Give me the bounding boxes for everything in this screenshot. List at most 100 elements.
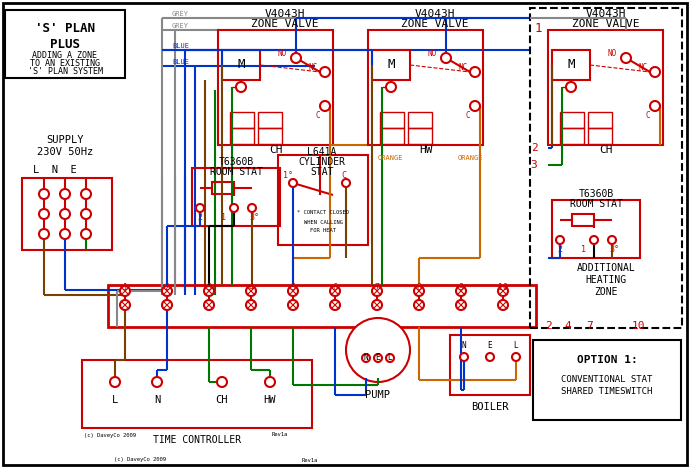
Circle shape [162, 286, 172, 296]
Circle shape [512, 353, 520, 361]
Circle shape [81, 229, 91, 239]
Text: 'S' PLAN: 'S' PLAN [35, 22, 95, 35]
Text: N: N [462, 341, 466, 350]
Bar [222, 50, 260, 80]
Circle shape [330, 300, 340, 310]
Text: * CONTACT CLOSED: * CONTACT CLOSED [297, 211, 349, 215]
Text: HW: HW [264, 395, 276, 405]
Circle shape [152, 377, 162, 387]
Text: L: L [112, 395, 118, 405]
Bar [380, 128, 404, 144]
Circle shape [456, 300, 466, 310]
Text: C: C [466, 111, 471, 120]
Text: ADDING A ZONE: ADDING A ZONE [32, 51, 97, 60]
Text: HEATING: HEATING [585, 275, 627, 285]
Circle shape [196, 204, 204, 212]
Circle shape [330, 286, 340, 296]
Text: NC: NC [308, 64, 317, 73]
Circle shape [248, 204, 256, 212]
Text: 4: 4 [248, 284, 253, 292]
Text: TIME CONTROLLER: TIME CONTROLLER [153, 435, 241, 445]
Circle shape [362, 354, 370, 362]
Text: M: M [387, 58, 395, 72]
Text: E: E [375, 353, 380, 363]
Circle shape [342, 179, 350, 187]
Text: CH: CH [269, 145, 283, 155]
Text: 5: 5 [290, 284, 295, 292]
Bar [82, 360, 312, 428]
Circle shape [608, 236, 616, 244]
Bar [572, 214, 594, 226]
Circle shape [320, 101, 330, 111]
Circle shape [204, 286, 214, 296]
Text: C: C [342, 170, 346, 180]
Bar [258, 128, 282, 144]
Text: ROOM STAT: ROOM STAT [569, 199, 622, 209]
Text: (c) DaveyCo 2009: (c) DaveyCo 2009 [84, 432, 136, 438]
Circle shape [456, 286, 466, 296]
Text: ZONE VALVE: ZONE VALVE [402, 19, 469, 29]
Circle shape [498, 300, 508, 310]
Bar [368, 30, 483, 145]
Bar [230, 112, 254, 128]
Text: 1: 1 [580, 246, 586, 255]
Text: BOILER: BOILER [471, 402, 509, 412]
Circle shape [372, 286, 382, 296]
Text: CH: CH [599, 145, 613, 155]
Circle shape [120, 300, 130, 310]
Text: ZONE VALVE: ZONE VALVE [251, 19, 319, 29]
Text: GREY: GREY [172, 11, 189, 17]
Bar [258, 112, 282, 128]
Bar [588, 128, 612, 144]
Bar [218, 30, 333, 145]
Circle shape [120, 286, 130, 296]
Circle shape [60, 189, 70, 199]
Text: N: N [154, 395, 160, 405]
Text: 2: 2 [531, 143, 538, 153]
Bar [408, 112, 432, 128]
Text: ORANGE: ORANGE [377, 155, 403, 161]
Bar [530, 8, 682, 328]
Text: C: C [646, 111, 650, 120]
Circle shape [460, 353, 468, 361]
Bar [533, 340, 681, 420]
Circle shape [162, 300, 172, 310]
Bar [552, 200, 640, 258]
Circle shape [486, 353, 494, 361]
Bar [192, 168, 280, 226]
Circle shape [346, 318, 410, 382]
Text: 3: 3 [531, 160, 538, 170]
Bar [230, 128, 254, 144]
Circle shape [556, 236, 564, 244]
Circle shape [566, 82, 576, 92]
Circle shape [291, 53, 301, 63]
Bar [372, 50, 410, 80]
Text: V4043H: V4043H [415, 9, 455, 19]
Bar [560, 128, 584, 144]
Circle shape [81, 209, 91, 219]
Text: NC: NC [638, 64, 648, 73]
Text: Rev1a: Rev1a [272, 432, 288, 438]
Text: ROOM STAT: ROOM STAT [210, 167, 262, 177]
Text: NO: NO [607, 50, 617, 58]
Text: ADDITIONAL: ADDITIONAL [577, 263, 635, 273]
Circle shape [470, 67, 480, 77]
Text: 6: 6 [333, 284, 337, 292]
Circle shape [621, 53, 631, 63]
Text: 2: 2 [164, 284, 170, 292]
Text: PLUS: PLUS [50, 37, 80, 51]
Circle shape [230, 204, 238, 212]
Text: C: C [316, 111, 320, 120]
Text: 1°: 1° [283, 170, 293, 180]
Bar [278, 155, 368, 245]
Text: 7: 7 [375, 284, 380, 292]
Circle shape [441, 53, 451, 63]
Circle shape [246, 300, 256, 310]
Text: OPTION 1:: OPTION 1: [577, 355, 638, 365]
Text: BLUE: BLUE [172, 43, 189, 49]
Bar [408, 128, 432, 144]
Text: 'S' PLAN SYSTEM: 'S' PLAN SYSTEM [28, 67, 103, 76]
Text: 2: 2 [197, 213, 202, 222]
Text: 3°: 3° [249, 213, 259, 222]
Circle shape [386, 354, 394, 362]
